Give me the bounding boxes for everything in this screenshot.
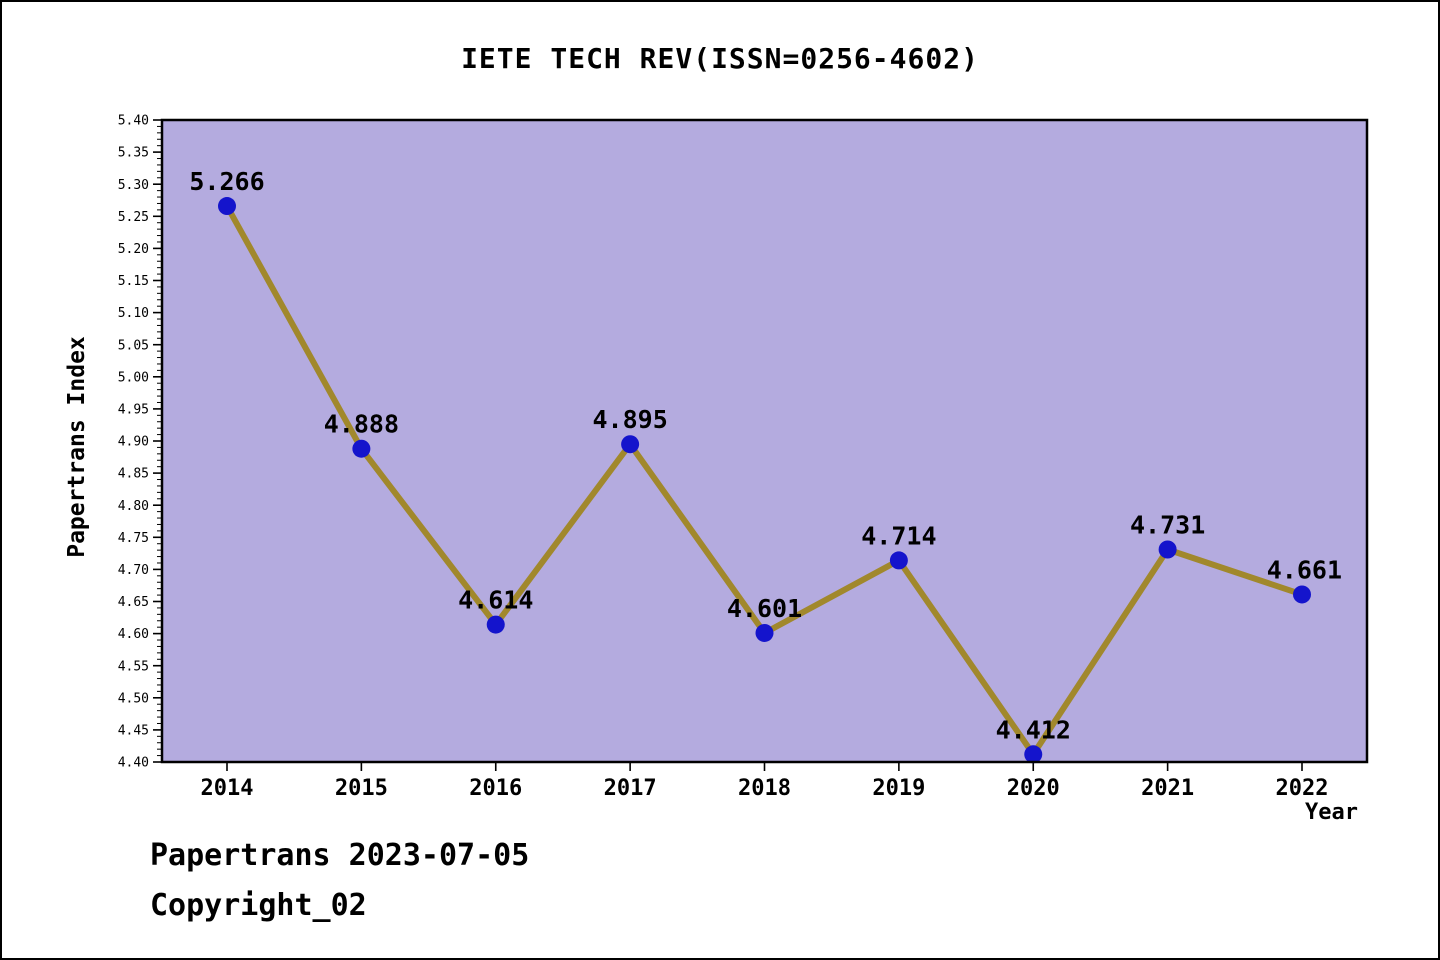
data-point xyxy=(755,623,774,642)
y-axis-tick-label: 4.80 xyxy=(118,499,149,514)
y-axis-tick-label: 5.05 xyxy=(118,338,149,353)
data-point-label: 4.888 xyxy=(324,410,399,439)
x-axis-tick-label: 2022 xyxy=(1276,776,1329,801)
x-axis-tick-label: 2019 xyxy=(872,776,925,801)
x-axis-tick-label: 2020 xyxy=(1007,776,1060,801)
data-point xyxy=(621,435,640,454)
y-axis-tick-label: 4.95 xyxy=(118,402,149,417)
y-axis-tick-label: 4.45 xyxy=(118,723,149,738)
data-point-label: 4.614 xyxy=(458,586,533,615)
y-axis-tick-label: 5.30 xyxy=(118,178,149,193)
y-axis-tick-label: 4.90 xyxy=(118,435,149,450)
plot-border xyxy=(160,118,1369,764)
data-point xyxy=(218,197,236,216)
data-point xyxy=(889,551,908,570)
data-point-label: 4.895 xyxy=(592,405,667,434)
y-axis-tick-label: 4.65 xyxy=(118,595,149,610)
plot-background xyxy=(162,120,1367,762)
x-axis-title: Year xyxy=(1305,800,1358,825)
y-axis-tick-label: 5.25 xyxy=(118,210,149,225)
y-axis-tick-label: 5.15 xyxy=(118,274,149,289)
y-axis-ticks: 4.40 4.45 4.50 4.55 4.60 4.65 4.70 4.75 4.80 4.85… xyxy=(118,114,162,771)
data-point xyxy=(1293,585,1311,604)
data-point-label: 4.661 xyxy=(1267,555,1342,584)
y-axis-tick-label: 5.00 xyxy=(118,370,149,385)
y-axis-tick-label: 4.60 xyxy=(118,627,149,642)
data-points: 5.266 4.888 4.614 4.895 4.601 4.714 4.412 4.731… xyxy=(189,167,1342,764)
y-axis-tick-label: 5.20 xyxy=(118,242,149,257)
data-point xyxy=(1024,745,1043,764)
x-axis-tick-label: 2015 xyxy=(335,776,388,801)
y-axis-tick-label: 5.10 xyxy=(118,306,149,321)
chart-title: IETE TECH REV(ISSN=0256-4602) xyxy=(461,42,979,75)
y-axis-tick-label: 5.35 xyxy=(118,146,149,161)
data-point xyxy=(486,615,505,634)
y-axis-tick-label: 4.50 xyxy=(118,691,149,706)
data-point-label: 5.266 xyxy=(189,167,264,196)
x-axis-tick-label: 2021 xyxy=(1141,776,1194,801)
data-point xyxy=(1158,540,1177,559)
x-axis-tick-label: 2017 xyxy=(604,776,657,801)
y-axis-tick-label: 4.55 xyxy=(118,659,149,674)
data-point xyxy=(352,439,371,458)
footer-copyright: Copyright_02 xyxy=(150,888,367,923)
x-axis-ticks: 2014 2015 2016 2017 2018 2019 2020 2021 2022 xyxy=(201,762,1329,801)
footer-source-date: Papertrans 2023-07-05 xyxy=(150,838,530,873)
y-axis-tick-label: 4.85 xyxy=(118,467,149,482)
y-axis-tick-label: 4.75 xyxy=(118,531,149,546)
y-axis-tick-label: 4.70 xyxy=(118,563,149,578)
data-point-label: 4.412 xyxy=(996,715,1071,744)
x-axis-tick-label: 2018 xyxy=(738,776,791,801)
x-axis-tick-label: 2014 xyxy=(201,776,254,801)
data-point-label: 4.731 xyxy=(1130,510,1205,539)
x-axis-tick-label: 2016 xyxy=(469,776,522,801)
data-point-label: 4.714 xyxy=(861,521,936,550)
y-axis-tick-label: 5.40 xyxy=(118,114,149,129)
data-point-label: 4.601 xyxy=(727,594,802,623)
y-axis-tick-label: 4.40 xyxy=(118,756,149,771)
